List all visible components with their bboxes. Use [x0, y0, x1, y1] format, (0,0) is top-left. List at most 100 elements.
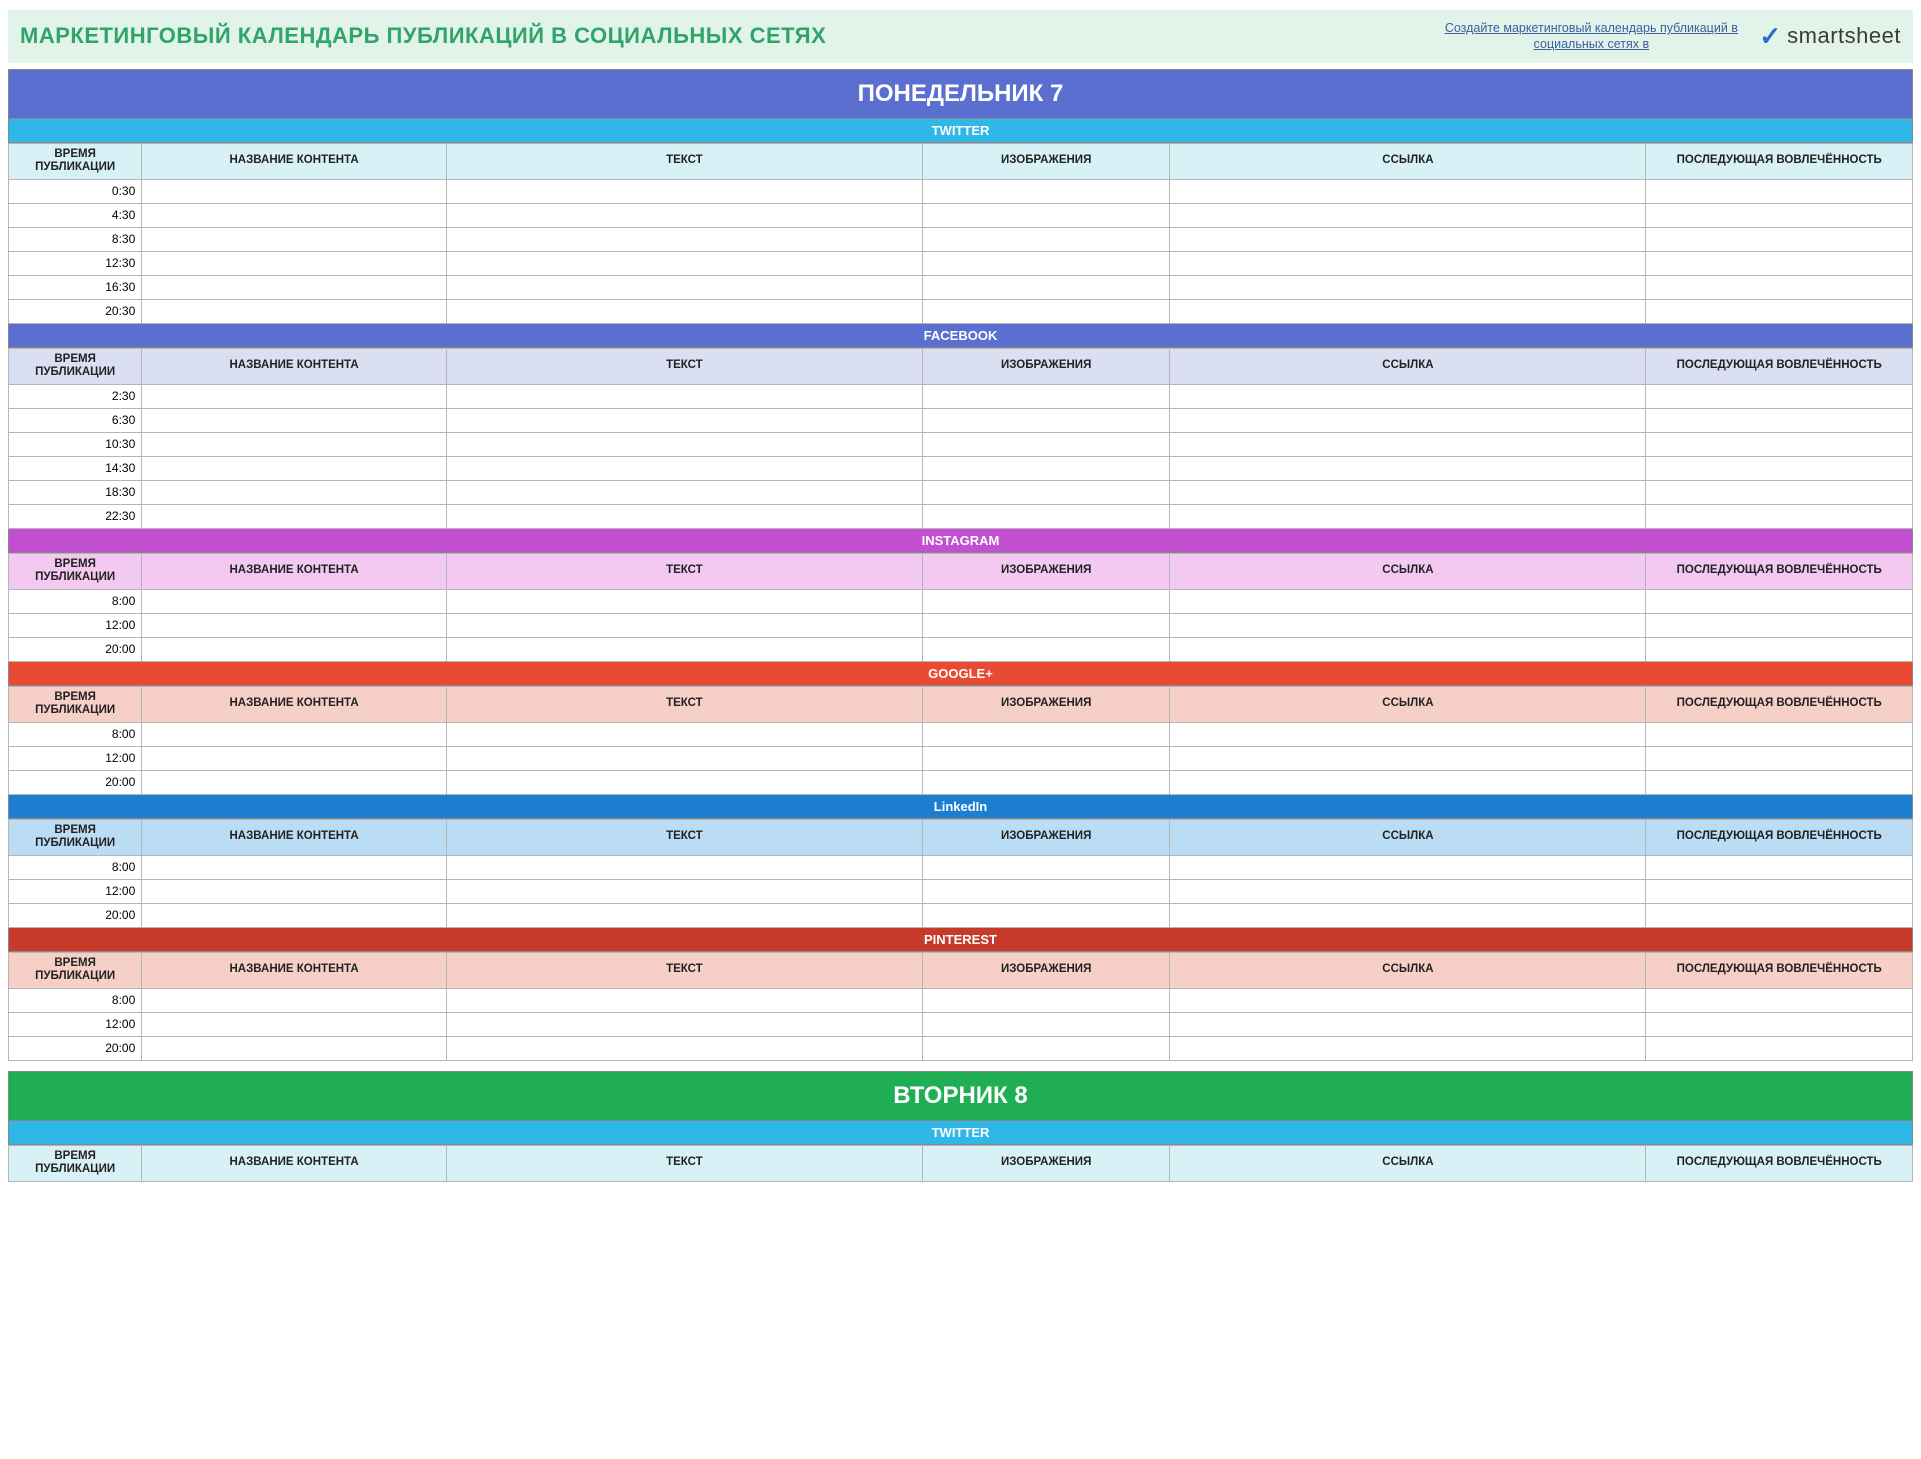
- cell-link[interactable]: [1170, 903, 1646, 927]
- cell-link[interactable]: [1170, 1012, 1646, 1036]
- cell-time[interactable]: 12:00: [9, 1012, 142, 1036]
- cell-link[interactable]: [1170, 227, 1646, 251]
- cell-time[interactable]: 14:30: [9, 456, 142, 480]
- cell-text[interactable]: [446, 988, 922, 1012]
- cell-images[interactable]: [922, 722, 1170, 746]
- cell-time[interactable]: 2:30: [9, 384, 142, 408]
- cell-time[interactable]: 8:00: [9, 855, 142, 879]
- cell-content-title[interactable]: [142, 613, 447, 637]
- cell-images[interactable]: [922, 879, 1170, 903]
- cell-engagement[interactable]: [1646, 179, 1913, 203]
- cell-content-title[interactable]: [142, 299, 447, 323]
- cell-time[interactable]: 16:30: [9, 275, 142, 299]
- cell-images[interactable]: [922, 1012, 1170, 1036]
- cell-images[interactable]: [922, 613, 1170, 637]
- cell-engagement[interactable]: [1646, 203, 1913, 227]
- cell-content-title[interactable]: [142, 408, 447, 432]
- cell-engagement[interactable]: [1646, 746, 1913, 770]
- cell-content-title[interactable]: [142, 456, 447, 480]
- cell-images[interactable]: [922, 637, 1170, 661]
- cell-text[interactable]: [446, 504, 922, 528]
- cell-engagement[interactable]: [1646, 275, 1913, 299]
- cell-time[interactable]: 20:30: [9, 299, 142, 323]
- cell-link[interactable]: [1170, 613, 1646, 637]
- create-calendar-link[interactable]: Создайте маркетинговый календарь публика…: [1441, 20, 1741, 53]
- cell-time[interactable]: 20:00: [9, 770, 142, 794]
- cell-images[interactable]: [922, 227, 1170, 251]
- cell-text[interactable]: [446, 275, 922, 299]
- cell-engagement[interactable]: [1646, 480, 1913, 504]
- cell-content-title[interactable]: [142, 746, 447, 770]
- cell-link[interactable]: [1170, 480, 1646, 504]
- cell-images[interactable]: [922, 384, 1170, 408]
- cell-engagement[interactable]: [1646, 504, 1913, 528]
- cell-images[interactable]: [922, 179, 1170, 203]
- cell-engagement[interactable]: [1646, 408, 1913, 432]
- cell-content-title[interactable]: [142, 251, 447, 275]
- cell-link[interactable]: [1170, 637, 1646, 661]
- cell-time[interactable]: 12:00: [9, 613, 142, 637]
- cell-content-title[interactable]: [142, 1012, 447, 1036]
- cell-engagement[interactable]: [1646, 227, 1913, 251]
- cell-link[interactable]: [1170, 746, 1646, 770]
- cell-link[interactable]: [1170, 1036, 1646, 1060]
- cell-images[interactable]: [922, 903, 1170, 927]
- cell-time[interactable]: 8:00: [9, 988, 142, 1012]
- cell-time[interactable]: 20:00: [9, 1036, 142, 1060]
- cell-text[interactable]: [446, 384, 922, 408]
- cell-engagement[interactable]: [1646, 722, 1913, 746]
- cell-content-title[interactable]: [142, 770, 447, 794]
- cell-time[interactable]: 6:30: [9, 408, 142, 432]
- cell-images[interactable]: [922, 456, 1170, 480]
- cell-time[interactable]: 12:30: [9, 251, 142, 275]
- cell-time[interactable]: 20:00: [9, 637, 142, 661]
- cell-engagement[interactable]: [1646, 251, 1913, 275]
- cell-link[interactable]: [1170, 988, 1646, 1012]
- cell-text[interactable]: [446, 1012, 922, 1036]
- cell-content-title[interactable]: [142, 988, 447, 1012]
- cell-link[interactable]: [1170, 203, 1646, 227]
- cell-images[interactable]: [922, 504, 1170, 528]
- cell-engagement[interactable]: [1646, 1036, 1913, 1060]
- cell-content-title[interactable]: [142, 1036, 447, 1060]
- cell-text[interactable]: [446, 179, 922, 203]
- cell-content-title[interactable]: [142, 432, 447, 456]
- cell-time[interactable]: 12:00: [9, 746, 142, 770]
- cell-engagement[interactable]: [1646, 432, 1913, 456]
- cell-text[interactable]: [446, 456, 922, 480]
- cell-images[interactable]: [922, 275, 1170, 299]
- cell-text[interactable]: [446, 432, 922, 456]
- cell-content-title[interactable]: [142, 637, 447, 661]
- cell-text[interactable]: [446, 203, 922, 227]
- cell-engagement[interactable]: [1646, 988, 1913, 1012]
- cell-engagement[interactable]: [1646, 637, 1913, 661]
- cell-images[interactable]: [922, 251, 1170, 275]
- cell-link[interactable]: [1170, 432, 1646, 456]
- cell-text[interactable]: [446, 227, 922, 251]
- cell-link[interactable]: [1170, 504, 1646, 528]
- cell-link[interactable]: [1170, 179, 1646, 203]
- cell-engagement[interactable]: [1646, 299, 1913, 323]
- cell-link[interactable]: [1170, 408, 1646, 432]
- cell-images[interactable]: [922, 432, 1170, 456]
- cell-images[interactable]: [922, 203, 1170, 227]
- cell-text[interactable]: [446, 408, 922, 432]
- cell-content-title[interactable]: [142, 879, 447, 903]
- cell-time[interactable]: 20:00: [9, 903, 142, 927]
- cell-time[interactable]: 12:00: [9, 879, 142, 903]
- cell-images[interactable]: [922, 855, 1170, 879]
- cell-text[interactable]: [446, 1036, 922, 1060]
- cell-text[interactable]: [446, 637, 922, 661]
- cell-images[interactable]: [922, 408, 1170, 432]
- cell-text[interactable]: [446, 251, 922, 275]
- cell-images[interactable]: [922, 988, 1170, 1012]
- cell-text[interactable]: [446, 746, 922, 770]
- cell-engagement[interactable]: [1646, 613, 1913, 637]
- cell-text[interactable]: [446, 722, 922, 746]
- cell-content-title[interactable]: [142, 589, 447, 613]
- cell-text[interactable]: [446, 589, 922, 613]
- cell-content-title[interactable]: [142, 855, 447, 879]
- cell-text[interactable]: [446, 879, 922, 903]
- cell-text[interactable]: [446, 480, 922, 504]
- cell-text[interactable]: [446, 613, 922, 637]
